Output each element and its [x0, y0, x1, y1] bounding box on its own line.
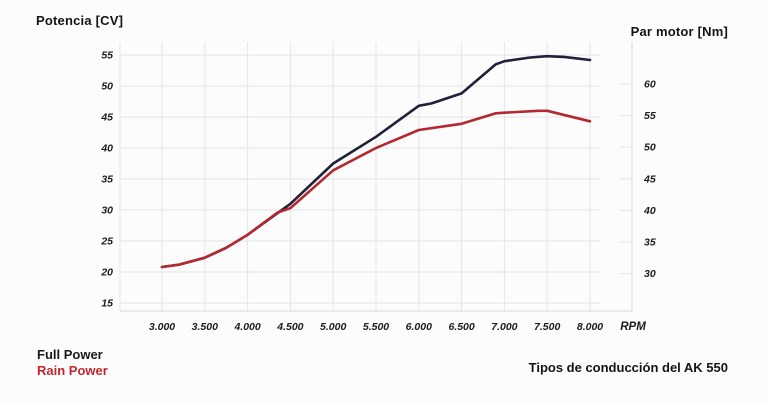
- svg-text:30: 30: [101, 205, 113, 217]
- legend-item-rain-power: Rain Power: [37, 363, 108, 378]
- svg-text:3.000: 3.000: [149, 321, 175, 333]
- svg-text:20: 20: [100, 267, 113, 279]
- svg-text:30: 30: [644, 268, 656, 280]
- svg-text:50: 50: [101, 81, 113, 93]
- svg-text:6.000: 6.000: [406, 321, 432, 333]
- right-axis-title: Par motor [Nm]: [630, 24, 728, 39]
- svg-text:35: 35: [644, 237, 656, 249]
- svg-text:6.500: 6.500: [448, 321, 474, 333]
- svg-text:7.000: 7.000: [491, 321, 517, 333]
- svg-text:40: 40: [643, 205, 656, 217]
- svg-text:55: 55: [101, 50, 113, 62]
- svg-text:15: 15: [101, 298, 113, 310]
- svg-text:5.500: 5.500: [363, 321, 389, 333]
- svg-text:45: 45: [100, 112, 113, 124]
- left-axis-title: Potencia [CV]: [36, 13, 124, 28]
- svg-text:25: 25: [100, 236, 113, 248]
- svg-text:40: 40: [100, 143, 113, 155]
- svg-text:60: 60: [644, 79, 656, 91]
- svg-text:55: 55: [644, 110, 656, 122]
- svg-text:50: 50: [644, 142, 656, 154]
- svg-text:7.500: 7.500: [534, 321, 560, 333]
- svg-text:5.000: 5.000: [320, 321, 346, 333]
- svg-text:35: 35: [101, 174, 113, 186]
- svg-text:3.500: 3.500: [192, 321, 218, 333]
- svg-text:RPM: RPM: [620, 321, 646, 333]
- svg-text:4.000: 4.000: [233, 321, 260, 333]
- chart-legend: Full Power Rain Power: [37, 347, 108, 379]
- legend-item-full-power: Full Power: [37, 347, 103, 362]
- chart-caption: Tipos de conducción del AK 550: [528, 360, 728, 375]
- svg-text:8.000: 8.000: [577, 321, 603, 333]
- svg-text:45: 45: [643, 173, 656, 185]
- svg-text:4.500: 4.500: [276, 321, 303, 333]
